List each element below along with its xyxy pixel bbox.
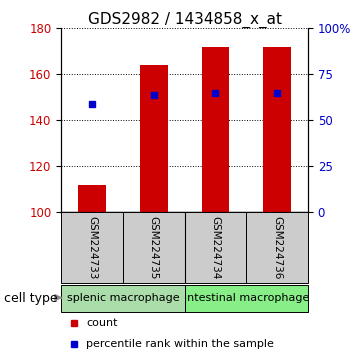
Bar bbox=[61, 285, 185, 312]
Bar bbox=[140, 65, 168, 212]
Bar bbox=[263, 47, 291, 212]
Bar bbox=[184, 285, 308, 312]
Bar bbox=[246, 212, 308, 283]
Text: GSM224736: GSM224736 bbox=[272, 216, 282, 280]
Text: count: count bbox=[86, 319, 117, 329]
Bar bbox=[61, 212, 123, 283]
Title: GDS2982 / 1434858_x_at: GDS2982 / 1434858_x_at bbox=[88, 12, 282, 28]
Text: GSM224735: GSM224735 bbox=[149, 216, 159, 280]
Bar bbox=[184, 212, 246, 283]
Text: GSM224734: GSM224734 bbox=[210, 216, 220, 280]
Bar bbox=[78, 185, 106, 212]
Bar bbox=[123, 212, 184, 283]
Text: intestinal macrophage: intestinal macrophage bbox=[184, 293, 309, 303]
Text: cell type: cell type bbox=[4, 292, 57, 305]
Text: splenic macrophage: splenic macrophage bbox=[66, 293, 179, 303]
Text: GSM224733: GSM224733 bbox=[87, 216, 97, 280]
Text: percentile rank within the sample: percentile rank within the sample bbox=[86, 339, 274, 349]
Bar bbox=[202, 47, 229, 212]
